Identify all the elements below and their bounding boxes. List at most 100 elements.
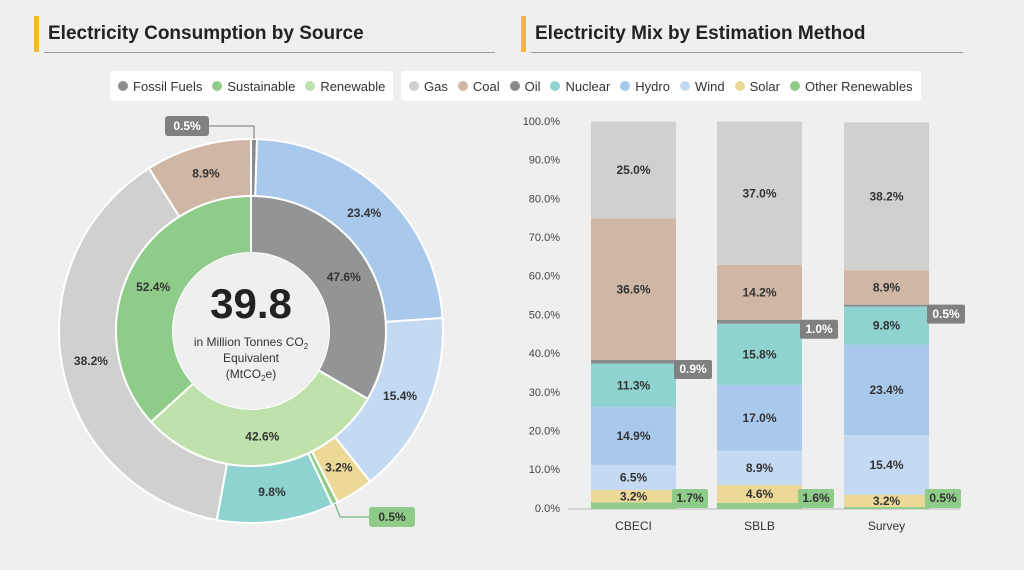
bar-segment-label: 9.8% [873,319,901,333]
legend-label: Coal [472,78,500,94]
unit-subscript: 2 [261,374,266,383]
unit-text: (MtCO [226,367,261,381]
bar-callout-box [925,489,961,508]
legend-item-sustainable: Sustainable [212,79,295,94]
donut-slice-label: 9.8% [258,485,286,499]
bar-segment-sblb-hydro [717,384,802,451]
bar-segment-label: 25.0% [616,163,650,177]
donut-outer-ring: 23.4% 15.4% 3.2% 9.8% 38.2% 8.9% [58,137,444,524]
donut-center-unit-line1: in Million Tonnes CO2 [194,335,309,351]
bar-segment-survey-hydro [844,344,929,436]
stacked-bar-chart: 0.0% 10.0% 20.0% 30.0% 40.0% 50.0% 60.0% 70.0% 8… [523,116,965,533]
legend-swatch [789,81,800,91]
legend-swatch [620,81,631,91]
bar-segment-survey-other-renewables [844,507,929,509]
donut-chart: 23.4% 15.4% 3.2% 9.8% 38.2% 8.9% 47.6% 42.6% 52… [58,116,444,527]
bar-segment-label: 23.4% [869,383,903,397]
bar-segments [591,121,929,509]
bar-segment-cbeci-nuclear [591,363,676,408]
bar-segment-label: 8.9% [746,461,774,475]
unit-text: e) [266,367,277,381]
callout-oil-text: 0.5% [173,119,201,133]
bar-segment-sblb-coal [717,264,802,320]
bar-callout-box [800,319,838,339]
donut-center-unit-line2: Equivalent [223,351,280,365]
bar-segment-label: 8.9% [873,281,901,295]
bar-segment-label: 17.0% [742,411,776,425]
donut-slice-label: 8.9% [192,167,220,181]
bar-segment-cbeci-solar [591,490,676,503]
bar-segment-label: 6.5% [620,471,648,485]
bar-segment-label: 14.9% [616,429,650,443]
title-divider [531,52,963,53]
bar-callout-other-renewables: 1.6% [802,491,830,505]
donut-inner-ring: 47.6% 42.6% 52.4% [115,194,387,467]
y-tick-label: 70.0% [529,232,560,244]
legend-label: Renewable [320,78,386,94]
legend-item-renewable: Renewable [305,79,385,94]
bar-segment-cbeci-oil [591,360,676,364]
legend-item-solar: Solar [734,78,780,94]
donut-slice-label: 42.6% [245,430,279,444]
bar-callout-box [927,304,965,324]
y-tick-label: 20.0% [529,426,560,438]
y-tick-label: 50.0% [529,309,560,321]
bar-callout-box [672,489,708,508]
donut-slice-label: 38.2% [74,354,108,368]
legend-item-oil: Oil [509,78,541,94]
right-chart-title-block: Electricity Mix by Estimation Method [521,16,963,53]
legend-swatch [734,81,745,91]
callout-other-renewables-box [369,507,415,527]
y-tick-label: 0.0% [535,503,560,515]
bar-callout-box [798,489,834,508]
legend-item-gas: Gas [409,79,448,94]
donut-center-value: 39.8 [210,280,292,327]
bar-segment-survey-oil [844,304,929,307]
bar-segment-label: 3.2% [873,494,901,508]
bar-segment-cbeci-coal [591,218,676,361]
title-divider [44,52,495,53]
legend-swatch [118,81,128,91]
legend-label: Oil [524,78,541,94]
bar-callout-oil: 1.0% [805,322,833,336]
callout-oil-box [165,116,209,136]
legend-label: Hydro [635,78,670,94]
x-category-label: Survey [868,519,905,533]
bar-segment-cbeci-other-renewables [591,502,676,509]
bar-legend: Gas Coal Oil Nuclear Hydro Wind Solar Ot… [401,71,921,101]
bar-callout-other-renewables: 0.5% [929,491,957,505]
legend-item-fossil: Fossil Fuels [118,79,202,94]
donut-center-unit-line3: (MtCO2e) [226,367,276,383]
x-category-label: CBECI [615,519,652,533]
bar-segment-cbeci-hydro [591,407,676,465]
bar-categories: CBECI SBLB Survey [615,519,905,533]
legend-item-hydro: Hydro [620,79,670,94]
bar-segment-label: 11.3% [617,379,651,393]
bar-callout-box [674,360,712,380]
bar-segment-sblb-oil [717,319,802,324]
donut-legend: Fossil Fuels Sustainable Renewable [110,71,394,101]
right-chart-title: Electricity Mix by Estimation Method [535,23,866,44]
y-tick-label: 100.0% [523,116,561,128]
bar-segment-cbeci-wind [591,464,676,491]
bar-segment-survey-gas [844,122,929,271]
legend-label: Solar [749,78,780,94]
legend-label: Gas [424,78,448,94]
donut-slice-label: 3.2% [325,460,353,474]
left-chart-title: Electricity Consumption by Source [48,23,364,44]
bar-segment-survey-solar [844,494,929,508]
bar-callout-oil: 0.5% [932,307,960,321]
bar-segment-sblb-other-renewables [717,502,802,509]
donut-slice-label: 23.4% [347,206,381,220]
legend-swatch [679,81,690,91]
callout-leader-oil [207,125,255,140]
legend-swatch [509,81,520,91]
legend-label: Fossil Fuels [133,78,203,94]
legend-swatch [409,81,419,91]
bar-segment-label: 15.8% [742,347,776,361]
x-category-label: SBLB [744,519,775,533]
left-chart-title-block: Electricity Consumption by Source [34,16,495,53]
bar-segment-cbeci-gas [591,121,676,219]
legend-swatch [212,81,223,91]
